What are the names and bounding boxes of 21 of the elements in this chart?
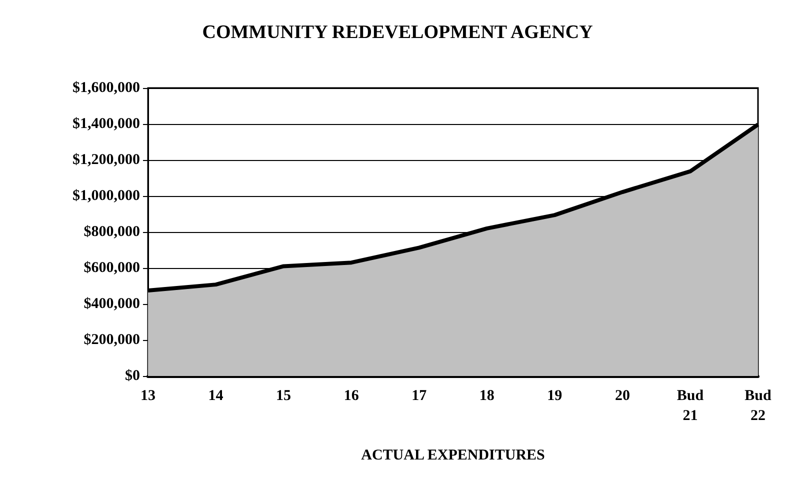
x-tick-label: 17: [412, 388, 428, 404]
y-tick-label: $200,000: [84, 332, 140, 348]
x-tick-label: 16: [344, 388, 360, 404]
y-tick-label: $1,400,000: [72, 116, 140, 132]
y-tick-label: $1,200,000: [72, 152, 140, 168]
chart-title: COMMUNITY REDEVELOPMENT AGENCY: [202, 22, 594, 43]
x-tick-label: 14: [208, 388, 224, 404]
x-tick-label: Bud 21: [676, 388, 704, 424]
y-tick-label: $0: [125, 368, 140, 384]
x-tick-label: 15: [276, 388, 292, 404]
y-tick-label: $400,000: [84, 296, 140, 312]
y-tick-label: $1,000,000: [72, 188, 140, 204]
x-tick-label: Bud 22: [744, 388, 772, 424]
x-tick-label: 18: [479, 388, 494, 404]
x-tick-label: 20: [614, 388, 630, 404]
y-tick-label: $1,600,000: [72, 80, 140, 96]
y-tick-label: $600,000: [84, 260, 140, 276]
x-tick-label: 19: [547, 388, 562, 404]
x-tick-label: 13: [140, 388, 156, 404]
y-tick-label: $800,000: [84, 224, 140, 240]
x-axis-title: ACTUAL EXPENDITURES: [361, 448, 545, 464]
